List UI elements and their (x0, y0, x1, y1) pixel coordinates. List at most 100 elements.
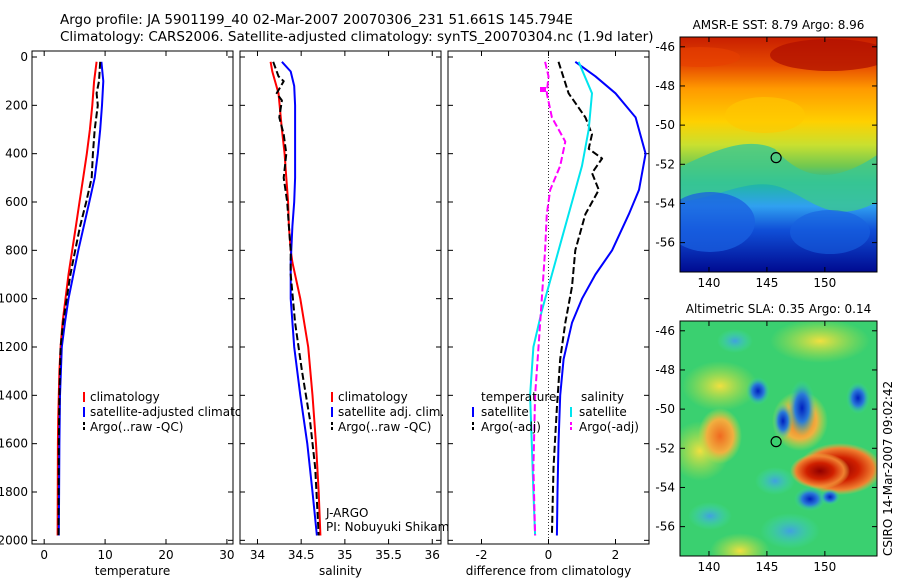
x-axis-label: salinity (319, 564, 362, 578)
x-axis-label: difference from climatology (466, 564, 632, 578)
x-tick-label: -2 (476, 548, 488, 562)
argo-position-marker (770, 436, 782, 448)
heatmap-field (680, 37, 877, 272)
x-tick-label: 35.5 (375, 548, 402, 562)
legend-label: Argo(-adj) (579, 420, 639, 434)
x-tick-label: 145 (755, 560, 778, 574)
sla-anomaly (710, 533, 770, 556)
annotation-text: PI: Nobuyuki Shikama (326, 520, 457, 534)
y-tick-label: -46 (655, 324, 675, 338)
y-tick-label: -52 (655, 157, 675, 171)
y-tick-label: 800 (5, 243, 28, 257)
series-line (529, 61, 593, 536)
sla-anomaly (688, 502, 732, 530)
plot-frame (31, 50, 234, 545)
sst-front (680, 143, 877, 212)
y-tick-label: 1800 (0, 485, 28, 499)
map-panel-1: AMSR-E SST: 8.79 Argo: 8.96 140 145 150 -46 -… (655, 18, 878, 290)
legend-title: salinity (581, 390, 624, 404)
map-frame (679, 320, 878, 557)
x-tick-label: 30 (219, 548, 234, 562)
legend-label: climatology (338, 390, 408, 404)
sla-anomaly (755, 467, 795, 495)
sla-anomaly (746, 377, 770, 405)
sla-anomaly (790, 453, 850, 489)
series-line (57, 61, 102, 536)
y-tick-label: -56 (655, 520, 675, 534)
y-tick-label: -48 (655, 363, 675, 377)
y-tick-label: 600 (5, 195, 28, 209)
y-tick-label: -54 (655, 480, 675, 494)
annotation-text: J-ARGO (325, 506, 368, 520)
sla-anomaly (820, 489, 840, 505)
x-axis-label: temperature (95, 564, 170, 578)
legend-label: satellite (481, 405, 529, 419)
profile-panel-3: -2 0 2 difference from climatology temperatu… (447, 50, 650, 578)
y-tick-label: -48 (655, 79, 675, 93)
map-panel-2: Altimetric SLA: 0.35 Argo: 0.14 140 145 150… (655, 302, 878, 574)
magenta-marker (540, 87, 546, 92)
sst-warm-patch (680, 47, 740, 67)
x-tick-label: 20 (158, 548, 173, 562)
legend-label: satellite (579, 405, 627, 419)
plot-frame (239, 50, 442, 545)
sst-cold-eddy (680, 192, 755, 252)
x-tick-label: 0 (40, 548, 48, 562)
legend-title: temperature (481, 390, 556, 404)
sst-warm-patch (770, 39, 877, 71)
sla-anomaly (698, 408, 742, 464)
legend-label: Argo(..raw -QC) (338, 420, 431, 434)
figure-title: Argo profile: JA 5901199_40 02-Mar-2007 … (60, 12, 573, 28)
x-tick-label: 10 (97, 548, 112, 562)
y-tick-label: 0 (20, 50, 28, 64)
y-tick-label: 1200 (0, 340, 28, 354)
x-tick-label: 150 (813, 560, 836, 574)
y-tick-label: -50 (655, 402, 675, 416)
legend-label: satellite adj. clim. (338, 405, 444, 419)
x-tick-label: 0 (545, 548, 553, 562)
legend-label: climatology (90, 390, 160, 404)
map-frame (679, 36, 878, 273)
legend-label: Argo(-adj) (481, 420, 541, 434)
sla-anomaly (770, 321, 870, 363)
figure-subtitle: Climatology: CARS2006. Satellite-adjuste… (60, 29, 654, 45)
sst-cold-eddy (790, 210, 870, 254)
y-tick-label: -54 (655, 196, 675, 210)
y-tick-label: 400 (5, 147, 28, 161)
argo-position-marker (770, 152, 782, 164)
sla-anomaly (717, 329, 753, 353)
series-line (272, 61, 320, 536)
x-tick-label: 36 (425, 548, 440, 562)
x-tick-label: 35 (337, 548, 352, 562)
profile-panel-2: 34 34.5 35 35.5 36 salinity climatologysatelli… (239, 50, 457, 578)
y-tick-label: 2000 (0, 533, 28, 547)
map-title: Altimetric SLA: 0.35 Argo: 0.14 (686, 302, 871, 316)
series-line (532, 61, 567, 536)
series-line (281, 61, 318, 536)
y-tick-label: 1000 (0, 292, 28, 306)
x-tick-label: 140 (698, 560, 721, 574)
x-tick-label: 140 (698, 276, 721, 290)
profile-panel-1: 0 10 20 30 0 200 400 600 800 1000 1200 1400 1600 1800… (0, 50, 268, 578)
map-title: AMSR-E SST: 8.79 Argo: 8.96 (693, 18, 865, 32)
heatmap-field (680, 321, 877, 556)
x-tick-label: 2 (612, 548, 620, 562)
sla-anomaly (794, 487, 826, 511)
y-tick-label: 1600 (0, 437, 28, 451)
y-tick-label: 200 (5, 98, 28, 112)
series-line (555, 60, 647, 536)
legend-label: Argo(..raw -QC) (90, 420, 183, 434)
sst-warm-patch (725, 97, 805, 133)
sla-anomaly (682, 361, 758, 411)
y-tick-label: -56 (655, 236, 675, 250)
y-tick-label: -50 (655, 118, 675, 132)
sla-anomaly (846, 382, 870, 414)
sla-anomaly (788, 380, 816, 436)
x-tick-label: 34.5 (288, 548, 315, 562)
x-tick-label: 150 (813, 276, 836, 290)
sla-anomaly (773, 403, 793, 439)
y-tick-label: -52 (655, 441, 675, 455)
y-tick-label: 1400 (0, 388, 28, 402)
x-tick-label: 145 (755, 276, 778, 290)
